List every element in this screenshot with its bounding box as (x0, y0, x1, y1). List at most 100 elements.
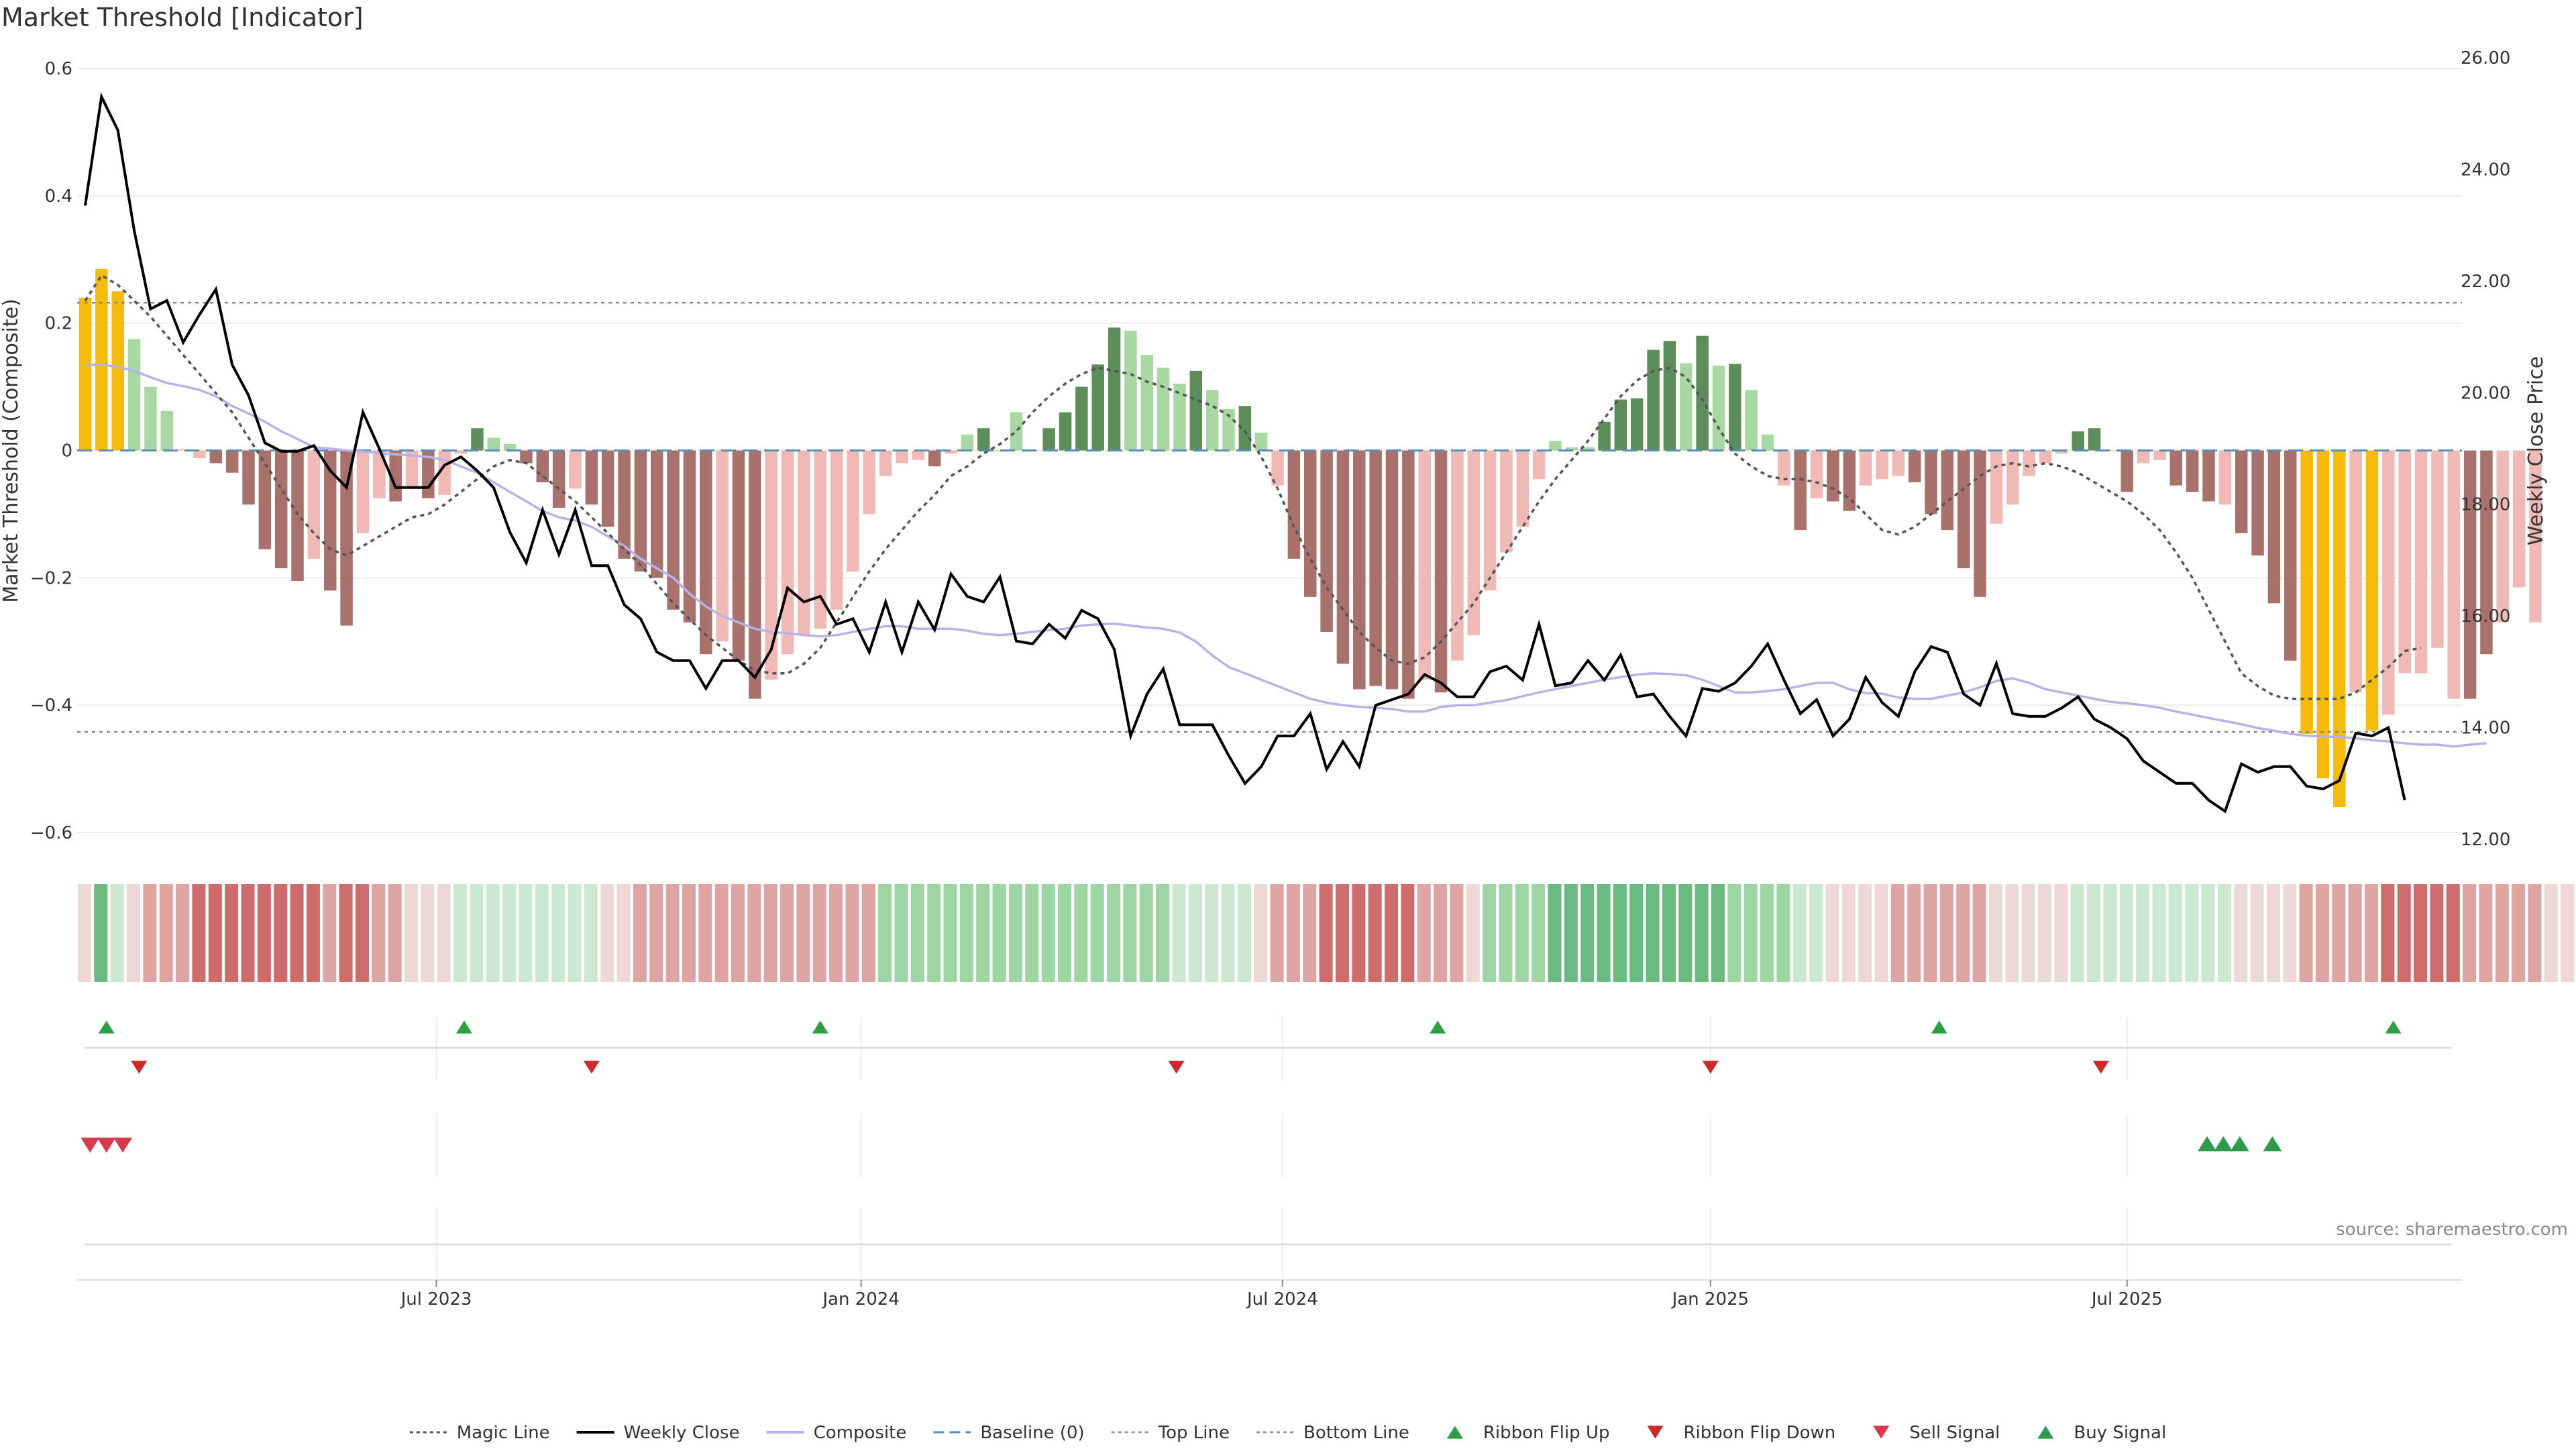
composite-bar (1304, 450, 1317, 597)
composite-bar (1941, 450, 1954, 531)
ribbon-cell (2561, 884, 2575, 982)
ribbon-cell (78, 884, 91, 982)
composite-bar (2169, 450, 2183, 486)
ribbon-cell (2038, 884, 2051, 982)
ribbon-cell (208, 884, 222, 982)
ribbon-cell (584, 884, 598, 982)
legend-item: Sell Signal (1873, 1423, 2000, 1443)
composite-bar (1059, 412, 1072, 451)
composite-bar (2512, 450, 2526, 588)
sell-signal-marker (80, 1137, 100, 1153)
ribbon-cell (225, 884, 239, 982)
y-left-tick-label: 0 (61, 441, 72, 462)
composite-bar (2447, 450, 2460, 699)
ribbon-cell (747, 884, 761, 982)
chart-lines (77, 92, 2487, 814)
ribbon-cell (1499, 884, 1513, 982)
ribbon-cell (992, 884, 1006, 982)
composite-bar (1631, 398, 1644, 451)
composite-bar (373, 450, 386, 498)
ribbon-cell (2299, 884, 2313, 982)
composite-bar (585, 450, 598, 505)
ribbon-cell (1939, 884, 1953, 982)
composite-bar (896, 450, 908, 464)
composite-bar (1500, 450, 1513, 553)
ribbon-cell (2234, 884, 2248, 982)
composite-bar (1385, 450, 1399, 690)
ribbon-cell (1286, 884, 1300, 982)
ribbon-cell (519, 884, 533, 982)
y-left-tick-label: −0.2 (30, 568, 72, 588)
ribbon-strip (78, 884, 2575, 982)
ribbon-cell (2365, 884, 2378, 982)
sell-signal-marker (97, 1137, 116, 1153)
ribbon-cell (1205, 884, 1219, 982)
composite-bar (1859, 450, 1872, 486)
ribbon-cell (2119, 884, 2133, 982)
ribbon-cell (2544, 884, 2558, 982)
composite-bar (879, 450, 892, 476)
composite-bar (1222, 409, 1235, 451)
composite-bar (1876, 450, 1888, 480)
y-left-axis-title: Market Threshold (Composite) (0, 299, 23, 603)
composite-bar (209, 450, 223, 464)
ribbon-cell (143, 884, 157, 982)
ribbon-flip-down-marker (2092, 1061, 2109, 1074)
legend-label: Baseline (0) (980, 1423, 1084, 1443)
ribbon-cell (1956, 884, 1970, 982)
composite-bar (552, 450, 566, 508)
ribbon-cell (453, 884, 468, 982)
ribbon-cell (1515, 884, 1529, 982)
ribbon-flip-down-marker (1702, 1061, 1719, 1074)
ribbon-cell (2495, 884, 2509, 982)
ribbon-cell (2250, 884, 2264, 982)
composite-bar (2186, 450, 2199, 492)
composite-bar (765, 450, 777, 680)
composite-bar (2349, 450, 2362, 693)
ribbon-cell (2414, 884, 2428, 982)
buy-signal-marker (2263, 1136, 2282, 1152)
buy-signal-marker (2214, 1136, 2233, 1152)
ribbon-cell (1352, 884, 1366, 982)
composite-bar (324, 450, 337, 591)
composite-bar (1680, 363, 1693, 451)
ribbon-cell (1662, 884, 1676, 982)
ribbon-cell (1907, 884, 1921, 982)
composite-bar (274, 450, 288, 569)
composite-bar (2480, 450, 2493, 655)
ribbon-cell (2168, 884, 2182, 982)
composite-bar (1108, 327, 1121, 451)
y-left-tick-label: 0.4 (45, 186, 72, 207)
ribbon-cell (976, 884, 990, 982)
legend-swatch (1873, 1426, 1890, 1439)
buy-signal-marker (2230, 1136, 2249, 1152)
ribbon-cell (1858, 884, 1872, 982)
composite-bars (78, 268, 2542, 808)
ribbon-cell (159, 884, 173, 982)
ribbon-cell (1597, 884, 1611, 982)
legend-label: Ribbon Flip Down (1683, 1423, 1835, 1443)
composite-bar (1532, 450, 1546, 480)
composite-bar (340, 450, 353, 626)
composite-bar (1157, 368, 1170, 451)
composite-bar (1010, 412, 1023, 451)
composite-bar (95, 268, 108, 451)
y-right-tick-label: 26.00 (2461, 48, 2510, 68)
ribbon-cell (1156, 884, 1170, 982)
composite-bar (2529, 450, 2542, 623)
ribbon-cell (1058, 884, 1071, 982)
y-right-tick-label: 22.00 (2461, 272, 2510, 292)
composite-bar (2072, 431, 2084, 451)
composite-bar (1254, 432, 1268, 451)
composite-bar (569, 450, 582, 489)
ribbon-cell (665, 884, 680, 982)
ribbon-cell (405, 884, 418, 982)
composite-bar (1990, 450, 2003, 524)
legend-item: Ribbon Flip Up (1446, 1423, 1609, 1443)
ribbon-cell (1319, 884, 1333, 982)
y-right-tick-label: 24.00 (2461, 160, 2510, 180)
ribbon-cell (1335, 884, 1349, 982)
ribbon-flip-down-marker (583, 1061, 600, 1074)
ribbon-cell (1270, 884, 1284, 982)
ribbon-cell (894, 884, 908, 982)
